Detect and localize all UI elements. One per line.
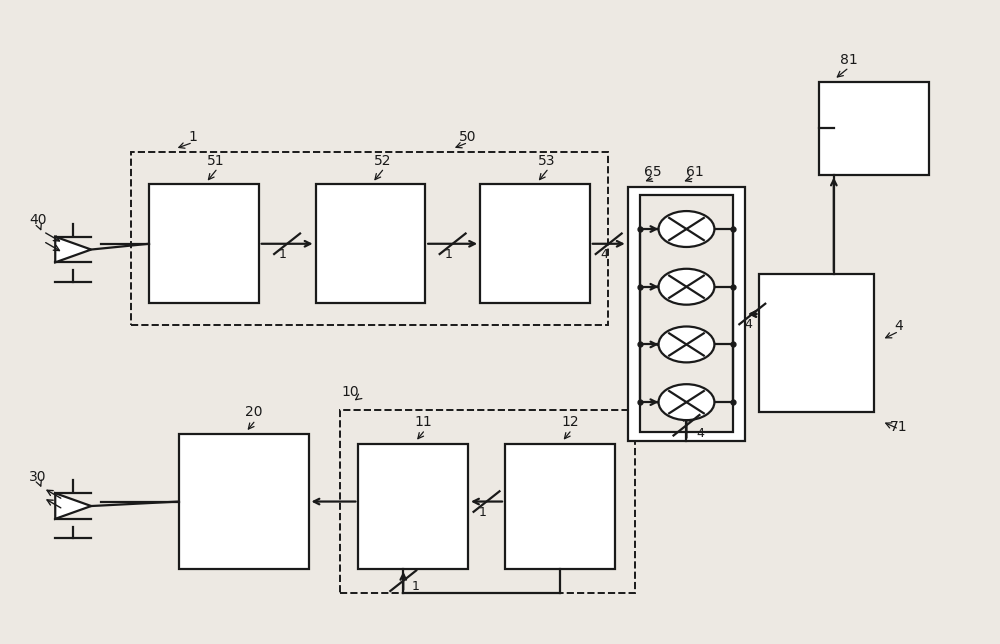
Bar	[340, 410, 635, 592]
Bar	[179, 434, 309, 569]
Text: 81: 81	[840, 53, 858, 66]
Text: 65: 65	[644, 165, 661, 179]
Bar	[316, 184, 425, 303]
Text: 4: 4	[696, 427, 704, 440]
Bar	[505, 444, 615, 569]
Text: 20: 20	[245, 405, 262, 419]
Text: 1: 1	[479, 506, 486, 518]
Text: 1: 1	[411, 580, 419, 593]
Circle shape	[659, 269, 714, 305]
Text: 1: 1	[445, 248, 453, 261]
Text: 52: 52	[374, 154, 391, 168]
Polygon shape	[55, 493, 91, 519]
Text: 1: 1	[279, 248, 287, 261]
Text: 12: 12	[561, 415, 579, 429]
Circle shape	[659, 384, 714, 420]
Polygon shape	[55, 237, 91, 262]
Bar	[358, 444, 468, 569]
Circle shape	[659, 327, 714, 363]
Text: 50: 50	[459, 129, 477, 144]
Text: 4: 4	[895, 319, 903, 333]
Text: 4: 4	[744, 318, 752, 331]
Bar	[819, 82, 929, 175]
Text: 40: 40	[29, 213, 47, 227]
Text: 1: 1	[188, 129, 197, 144]
Text: 71: 71	[890, 420, 908, 434]
Text: 11: 11	[414, 415, 432, 429]
Bar	[149, 184, 259, 303]
Text: 61: 61	[686, 165, 703, 179]
Bar	[131, 152, 608, 325]
Bar	[640, 195, 733, 432]
Circle shape	[659, 211, 714, 247]
Bar	[480, 184, 590, 303]
Bar	[628, 187, 745, 440]
Text: 10: 10	[342, 384, 359, 399]
Text: 51: 51	[207, 154, 225, 168]
Text: 4: 4	[601, 248, 609, 261]
Text: 53: 53	[538, 154, 556, 168]
Text: 30: 30	[29, 470, 47, 484]
Bar	[759, 274, 874, 412]
